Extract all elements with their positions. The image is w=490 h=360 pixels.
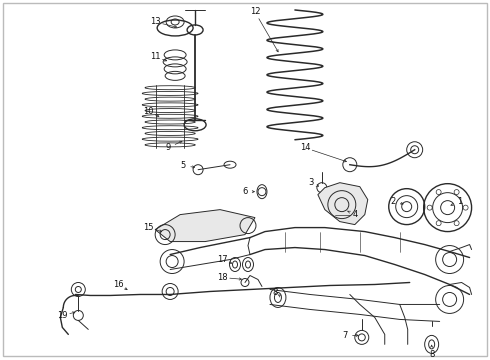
Text: 8: 8: [272, 288, 278, 297]
Text: 5: 5: [180, 161, 186, 170]
Text: 14: 14: [300, 143, 310, 152]
Text: 11: 11: [150, 53, 160, 62]
Text: 10: 10: [143, 107, 153, 116]
Text: 7: 7: [342, 331, 347, 340]
Polygon shape: [318, 183, 368, 225]
Text: 1: 1: [457, 197, 462, 206]
Polygon shape: [155, 210, 255, 242]
Text: 3: 3: [308, 178, 314, 187]
Text: 18: 18: [217, 273, 227, 282]
Text: 6: 6: [243, 187, 247, 196]
Text: 8: 8: [429, 350, 434, 359]
Text: 4: 4: [352, 210, 357, 219]
Text: 15: 15: [143, 223, 153, 232]
Text: 17: 17: [217, 255, 227, 264]
Text: 2: 2: [390, 197, 395, 206]
Text: 19: 19: [57, 311, 68, 320]
Text: 9: 9: [166, 143, 171, 152]
Text: 13: 13: [150, 18, 161, 27]
Text: 16: 16: [113, 280, 123, 289]
Text: 12: 12: [250, 8, 260, 17]
